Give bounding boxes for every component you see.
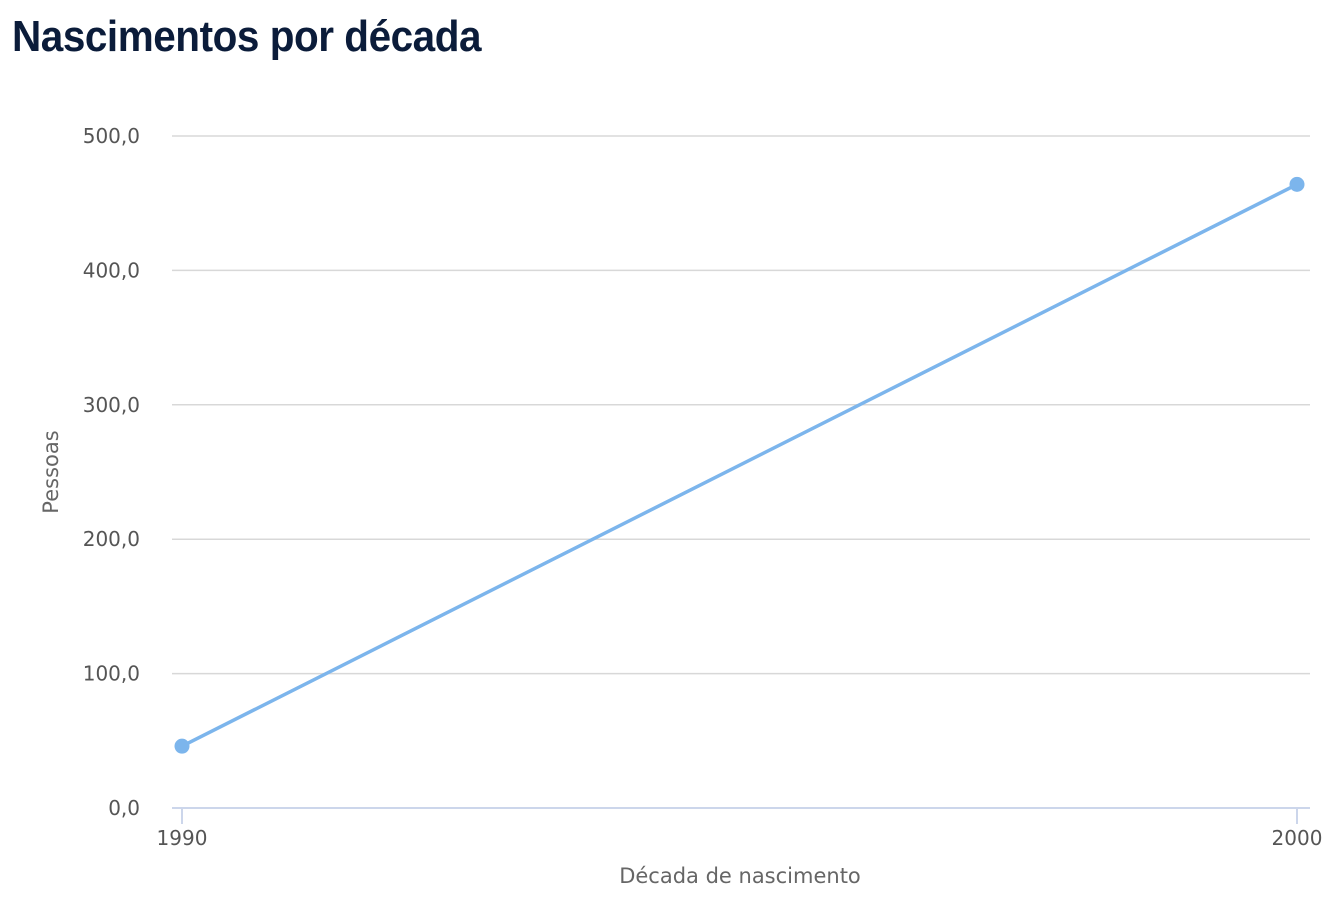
y-tick-label: 500,0: [83, 124, 140, 148]
y-tick-label: 100,0: [83, 662, 140, 686]
y-tick-label: 200,0: [83, 527, 140, 551]
series-group: [174, 176, 1305, 754]
series-line: [180, 182, 1299, 748]
data-point: [1289, 176, 1305, 192]
x-axis-title: Década de nascimento: [619, 864, 861, 888]
y-tick-label: 0,0: [108, 796, 140, 820]
y-axis-tick-labels: 0,0 100,0 200,0 300,0 400,0 500,0: [83, 124, 140, 820]
x-tick-label: 2000: [1272, 826, 1323, 850]
x-axis-tick-labels: 1990 2000: [157, 826, 1323, 850]
y-tick-label: 400,0: [83, 258, 140, 282]
y-axis-title: Pessoas: [39, 430, 63, 513]
x-axis: [172, 807, 1310, 824]
gridlines: [172, 135, 1310, 675]
data-point: [174, 738, 190, 754]
y-tick-label: 300,0: [83, 393, 140, 417]
x-tick-label: 1990: [157, 826, 208, 850]
chart-title: Nascimentos por década: [12, 12, 482, 61]
